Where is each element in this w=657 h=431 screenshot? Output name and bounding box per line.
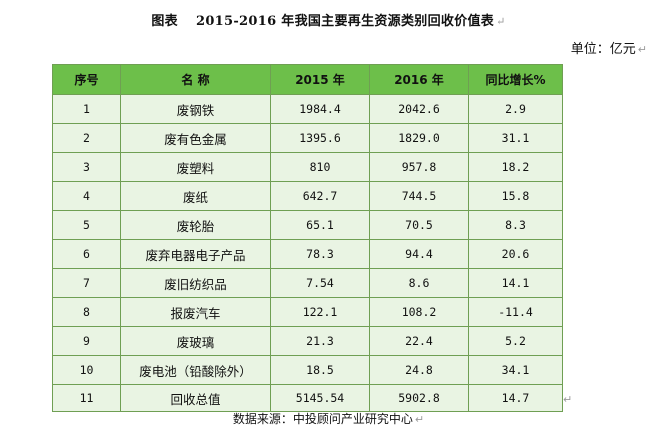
- cell-seq: 9: [52, 326, 121, 356]
- table-row: 8 报废汽车 122.1 108.2 -11.4: [52, 297, 563, 327]
- cell-name: 废玻璃: [120, 326, 271, 356]
- cell-growth: 8.3: [468, 210, 563, 240]
- cell-2016: 5902.8: [369, 384, 469, 412]
- cell-seq: 2: [52, 123, 121, 153]
- cell-name: 废旧纺织品: [120, 268, 271, 298]
- cell-name: 回收总值: [120, 384, 271, 412]
- cell-2016: 957.8: [369, 152, 469, 182]
- cell-2015: 5145.54: [270, 384, 370, 412]
- table-row-total: 11 回收总值 5145.54 5902.8 14.7: [52, 384, 563, 412]
- cell-2015: 1984.4: [270, 94, 370, 124]
- cell-name: 报废汽车: [120, 297, 271, 327]
- cell-growth: -11.4: [468, 297, 563, 327]
- cell-seq: 6: [52, 239, 121, 269]
- cell-growth: 14.1: [468, 268, 563, 298]
- table-row: 9 废玻璃 21.3 22.4 5.2: [52, 326, 563, 356]
- cell-2015: 7.54: [270, 268, 370, 298]
- table-row: 2 废有色金属 1395.6 1829.0 31.1: [52, 123, 563, 153]
- header-row: 序号 名 称 2015 年 2016 年 同比增长%: [52, 64, 563, 95]
- table-row: 3 废塑料 810 957.8 18.2: [52, 152, 563, 182]
- source-text: 数据来源：中投顾问产业研究中心: [232, 412, 413, 426]
- cell-growth: 20.6: [468, 239, 563, 269]
- recycling-value-table: 序号 名 称 2015 年 2016 年 同比增长% 1 废钢铁 1984.4 …: [52, 64, 563, 412]
- cell-seq: 4: [52, 181, 121, 211]
- cell-2015: 122.1: [270, 297, 370, 327]
- cell-2016: 744.5: [369, 181, 469, 211]
- source-return-mark: ↵: [414, 413, 425, 426]
- title-text: 2015-2016 年我国主要再生资源类别回收价值表: [195, 14, 495, 29]
- cell-2016: 2042.6: [369, 94, 469, 124]
- cell-2015: 78.3: [270, 239, 370, 269]
- cell-growth: 31.1: [468, 123, 563, 153]
- unit-label: 单位：亿元 ↵: [571, 38, 647, 57]
- header-2015: 2015 年: [270, 64, 370, 95]
- cell-2015: 65.1: [270, 210, 370, 240]
- cell-2016: 108.2: [369, 297, 469, 327]
- cell-growth: 18.2: [468, 152, 563, 182]
- cell-2016: 1829.0: [369, 123, 469, 153]
- cell-seq: 8: [52, 297, 121, 327]
- title-return-mark: ↵: [496, 15, 506, 28]
- table-row: 1 废钢铁 1984.4 2042.6 2.9: [52, 94, 563, 124]
- cell-2016: 22.4: [369, 326, 469, 356]
- cell-seq: 1: [52, 94, 121, 124]
- cell-2016: 8.6: [369, 268, 469, 298]
- cell-seq: 5: [52, 210, 121, 240]
- data-source: 数据来源：中投顾问产业研究中心 ↵: [0, 410, 657, 427]
- table-row: 10 废电池（铅酸除外） 18.5 24.8 34.1: [52, 355, 563, 385]
- cell-2015: 1395.6: [270, 123, 370, 153]
- table-row: 5 废轮胎 65.1 70.5 8.3: [52, 210, 563, 240]
- title-label: 图表: [151, 14, 178, 29]
- cell-name: 废弃电器电子产品: [120, 239, 271, 269]
- cell-2015: 642.7: [270, 181, 370, 211]
- cell-2015: 21.3: [270, 326, 370, 356]
- header-seq: 序号: [52, 64, 121, 95]
- header-2016: 2016 年: [369, 64, 469, 95]
- table-row: 6 废弃电器电子产品 78.3 94.4 20.6: [52, 239, 563, 269]
- cell-2015: 18.5: [270, 355, 370, 385]
- table-row: 7 废旧纺织品 7.54 8.6 14.1: [52, 268, 563, 298]
- cell-2015: 810: [270, 152, 370, 182]
- cell-growth: 15.8: [468, 181, 563, 211]
- cell-growth: 2.9: [468, 94, 563, 124]
- cell-name: 废电池（铅酸除外）: [120, 355, 271, 385]
- header-name: 名 称: [120, 64, 271, 95]
- table-title: 图表 2015-2016 年我国主要再生资源类别回收价值表 ↵: [0, 10, 657, 29]
- cell-name: 废纸: [120, 181, 271, 211]
- cell-seq: 7: [52, 268, 121, 298]
- cell-growth: 5.2: [468, 326, 563, 356]
- cell-seq: 10: [52, 355, 121, 385]
- table-end-return-mark: ↵: [563, 393, 573, 406]
- cell-seq: 3: [52, 152, 121, 182]
- table-row: 4 废纸 642.7 744.5 15.8: [52, 181, 563, 211]
- cell-2016: 24.8: [369, 355, 469, 385]
- cell-2016: 70.5: [369, 210, 469, 240]
- cell-name: 废有色金属: [120, 123, 271, 153]
- cell-2016: 94.4: [369, 239, 469, 269]
- cell-name: 废钢铁: [120, 94, 271, 124]
- cell-growth: 34.1: [468, 355, 563, 385]
- cell-name: 废塑料: [120, 152, 271, 182]
- cell-seq: 11: [52, 384, 121, 412]
- cell-growth: 14.7: [468, 384, 563, 412]
- header-growth: 同比增长%: [468, 64, 563, 95]
- unit-return-mark: ↵: [637, 43, 647, 56]
- unit-text: 单位：亿元: [570, 42, 636, 57]
- cell-name: 废轮胎: [120, 210, 271, 240]
